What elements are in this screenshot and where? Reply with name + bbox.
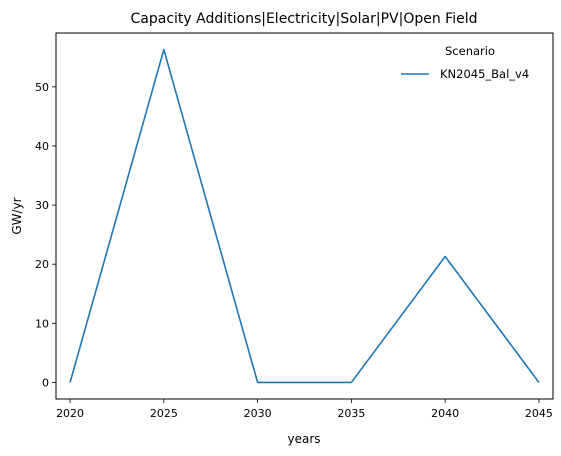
plot-frame — [55, 32, 554, 400]
x-tick-label: 2045 — [525, 407, 553, 420]
chart-title: Capacity Additions|Electricity|Solar|PV|… — [131, 11, 478, 27]
series-layer — [69, 48, 540, 384]
legend: Scenario KN2045_Bal_v4 — [401, 44, 529, 81]
y-tick-label: 10 — [35, 317, 49, 330]
x-tick-label: 2040 — [431, 407, 459, 420]
y-tick-label: 50 — [35, 81, 49, 94]
y-axis: 0 10 20 30 40 50 — [35, 81, 56, 389]
y-tick-label: 40 — [35, 140, 49, 153]
x-axis-label: years — [287, 432, 320, 446]
legend-label-kn2045-bal-v4: KN2045_Bal_v4 — [440, 67, 529, 81]
plot-area — [55, 32, 554, 400]
y-tick-label: 0 — [42, 376, 49, 389]
x-axis: 2020 2025 2030 2035 2040 2045 — [56, 399, 553, 420]
x-tick-label: 2025 — [150, 407, 178, 420]
x-tick-label: 2035 — [337, 407, 365, 420]
x-tick-label: 2020 — [56, 407, 84, 420]
series-line-0 — [69, 48, 540, 384]
legend-title: Scenario — [445, 44, 495, 58]
y-axis-label: GW/yr — [10, 197, 24, 234]
x-tick-label: 2030 — [244, 407, 272, 420]
y-tick-label: 20 — [35, 258, 49, 271]
y-tick-label: 30 — [35, 199, 49, 212]
